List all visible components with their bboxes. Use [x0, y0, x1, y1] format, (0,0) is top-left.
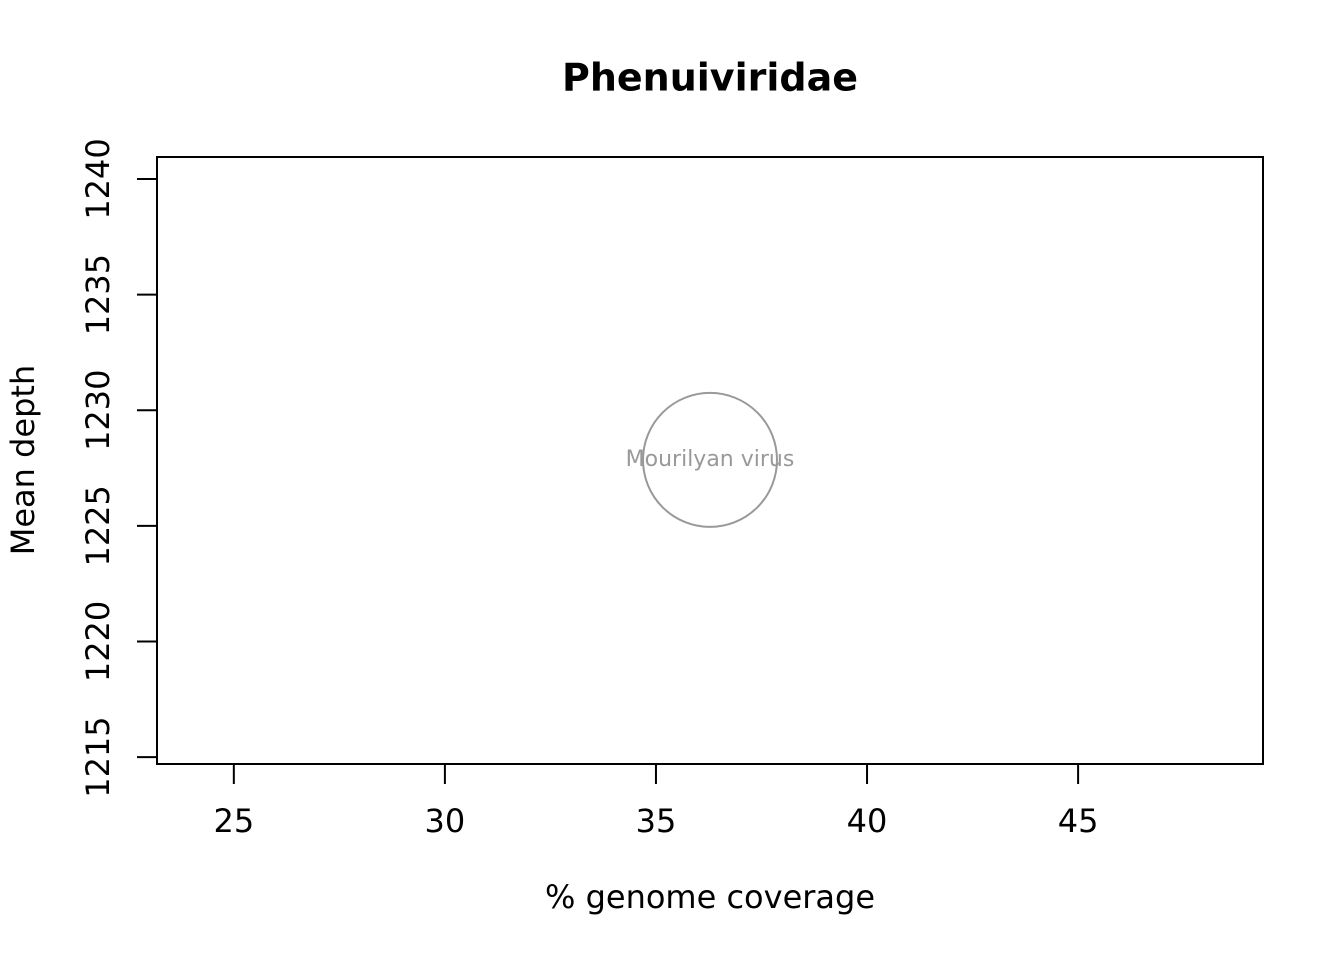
y-tick-label: 1240	[79, 138, 117, 219]
x-tick-label: 25	[213, 802, 254, 840]
y-tick-label: 1215	[79, 716, 117, 797]
x-tick-label: 40	[847, 802, 888, 840]
x-tick-label: 35	[636, 802, 677, 840]
point	[642, 391, 778, 528]
chart-title: Phenuiviridae	[562, 56, 858, 100]
x-tick-label: 45	[1058, 802, 1099, 840]
y-tick-label: 1225	[79, 485, 117, 566]
y-tick-label: 1220	[79, 601, 117, 682]
y-axis-label: Mean depth	[4, 365, 42, 556]
x-tick-label: 30	[425, 802, 466, 840]
x-axis-label: % genome coverage	[545, 878, 875, 916]
point-label: Mourilyan virus	[626, 447, 795, 472]
y-tick-label: 1230	[79, 369, 117, 450]
y-tick-label: 1235	[79, 254, 117, 335]
plot-frame	[156, 156, 1264, 765]
